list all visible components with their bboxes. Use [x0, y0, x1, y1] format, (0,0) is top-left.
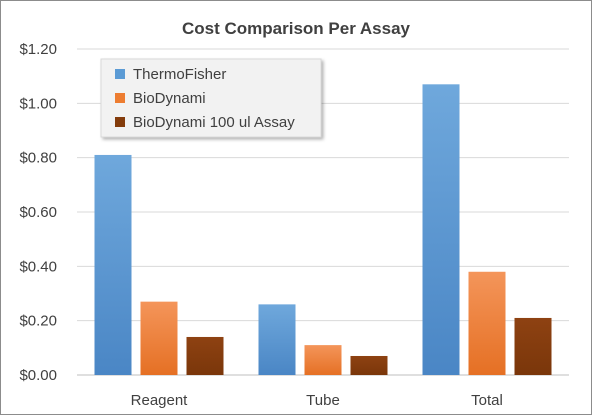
y-tick-label: $0.00	[19, 367, 57, 384]
bar-thermofisher-tube	[258, 304, 296, 375]
bar-biodynami-total	[468, 271, 506, 375]
x-category-label: Tube	[306, 392, 340, 409]
y-tick-label: $0.80	[19, 150, 57, 167]
bar-biodynami-100-ul-assay-reagent	[186, 336, 224, 375]
bar-biodynami-100-ul-assay-total	[514, 317, 552, 375]
bar-biodynami-tube	[304, 345, 342, 375]
legend-label: ThermoFisher	[133, 66, 226, 83]
bar-thermofisher-total	[422, 84, 460, 376]
y-tick-label: $0.20	[19, 313, 57, 330]
legend-swatch	[115, 69, 125, 79]
legend-box	[100, 58, 322, 138]
legend-swatch	[115, 93, 125, 103]
legend-label: BioDynami	[133, 90, 206, 107]
x-category-label: Reagent	[131, 392, 189, 409]
x-category-label: Total	[471, 392, 503, 409]
y-tick-label: $0.40	[19, 258, 57, 275]
bar-biodynami-reagent	[140, 301, 178, 375]
y-tick-label: $0.60	[19, 204, 57, 221]
bar-biodynami-100-ul-assay-tube	[350, 355, 388, 375]
bar-thermofisher-reagent	[94, 154, 132, 375]
chart-title: Cost Comparison Per Assay	[182, 19, 411, 38]
legend-swatch	[115, 117, 125, 127]
y-tick-label: $1.20	[19, 41, 57, 58]
legend-label: BioDynami 100 ul Assay	[133, 114, 295, 131]
y-tick-label: $1.00	[19, 95, 57, 112]
